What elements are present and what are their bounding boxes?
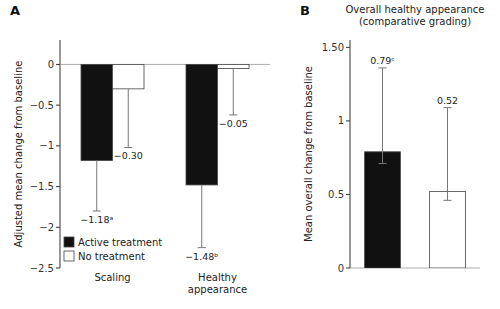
y-tick bbox=[56, 268, 60, 269]
y-tick-label: −1.5 bbox=[30, 181, 54, 192]
y-tick bbox=[56, 227, 60, 228]
y-tick-label: 0.5 bbox=[328, 189, 344, 200]
bar bbox=[430, 192, 466, 268]
panel-label: B bbox=[300, 3, 310, 18]
data-label: −1.48ᵇ bbox=[185, 251, 218, 262]
legend-swatch bbox=[64, 237, 74, 247]
error-bar bbox=[93, 161, 101, 211]
error-bar bbox=[379, 68, 387, 164]
bar bbox=[81, 64, 113, 160]
bar bbox=[113, 64, 145, 88]
marks bbox=[81, 64, 249, 247]
y-tick-label: −0.5 bbox=[30, 100, 54, 111]
y-tick-label: −2.5 bbox=[30, 263, 54, 274]
y-tick-label: 0 bbox=[48, 59, 54, 70]
category-label: Scaling bbox=[94, 272, 130, 283]
legend-entry: No treatment bbox=[78, 251, 145, 262]
y-tick-label: 1 bbox=[338, 115, 344, 126]
y-tick bbox=[56, 64, 60, 65]
data-label: 0.79ᶜ bbox=[370, 55, 395, 66]
panel-label: A bbox=[10, 3, 20, 18]
data-label: −0.30 bbox=[114, 150, 143, 161]
y-tick-label: −1 bbox=[39, 140, 54, 151]
error-bar bbox=[198, 185, 206, 248]
y-tick bbox=[346, 268, 350, 269]
y-tick bbox=[56, 145, 60, 146]
y-tick-label: 1.50 bbox=[322, 42, 344, 53]
title: Overall healthy appearance(comparative g… bbox=[346, 4, 485, 27]
y-tick bbox=[346, 47, 350, 48]
error-bar bbox=[229, 69, 237, 115]
y-tick bbox=[56, 186, 60, 187]
y-axis bbox=[60, 40, 61, 268]
category-label: Healthyappearance bbox=[188, 272, 247, 295]
y-tick bbox=[346, 120, 350, 121]
y-axis-label: Mean overall change from baseline bbox=[303, 66, 314, 242]
error-bar bbox=[124, 89, 132, 148]
legend-entry: Active treatment bbox=[78, 237, 162, 248]
y-tick-label: 0 bbox=[338, 263, 344, 274]
chart: 0 −0.5 −1 −1.5 −2 −2.5 Adjusted mean change fr… bbox=[0, 0, 500, 309]
data-label: 0.52 bbox=[437, 95, 458, 106]
legend-swatch bbox=[64, 251, 74, 261]
marks bbox=[365, 68, 466, 268]
y-tick-label: −2 bbox=[39, 222, 54, 233]
y-axis-label: Adjusted mean change from baseline bbox=[13, 61, 24, 248]
legend: Active treatment No treatment bbox=[64, 237, 162, 262]
bar bbox=[365, 152, 401, 268]
y-tick bbox=[346, 194, 350, 195]
data-label: −1.18ᵃ bbox=[80, 214, 113, 225]
panel: 0 −0.5 −1 −1.5 −2 −2.5 Adjusted mean change fr… bbox=[10, 3, 270, 295]
bar bbox=[186, 64, 218, 185]
bar bbox=[218, 64, 250, 68]
y-axis bbox=[350, 40, 351, 268]
data-labels: 0.79ᶜ 0.52 bbox=[370, 55, 458, 106]
panel: 0 0.5 1 1.50 Mean overall change from baseli… bbox=[300, 3, 485, 274]
y-tick bbox=[56, 105, 60, 106]
error-bar bbox=[444, 108, 452, 201]
data-label: −0.05 bbox=[219, 118, 248, 129]
